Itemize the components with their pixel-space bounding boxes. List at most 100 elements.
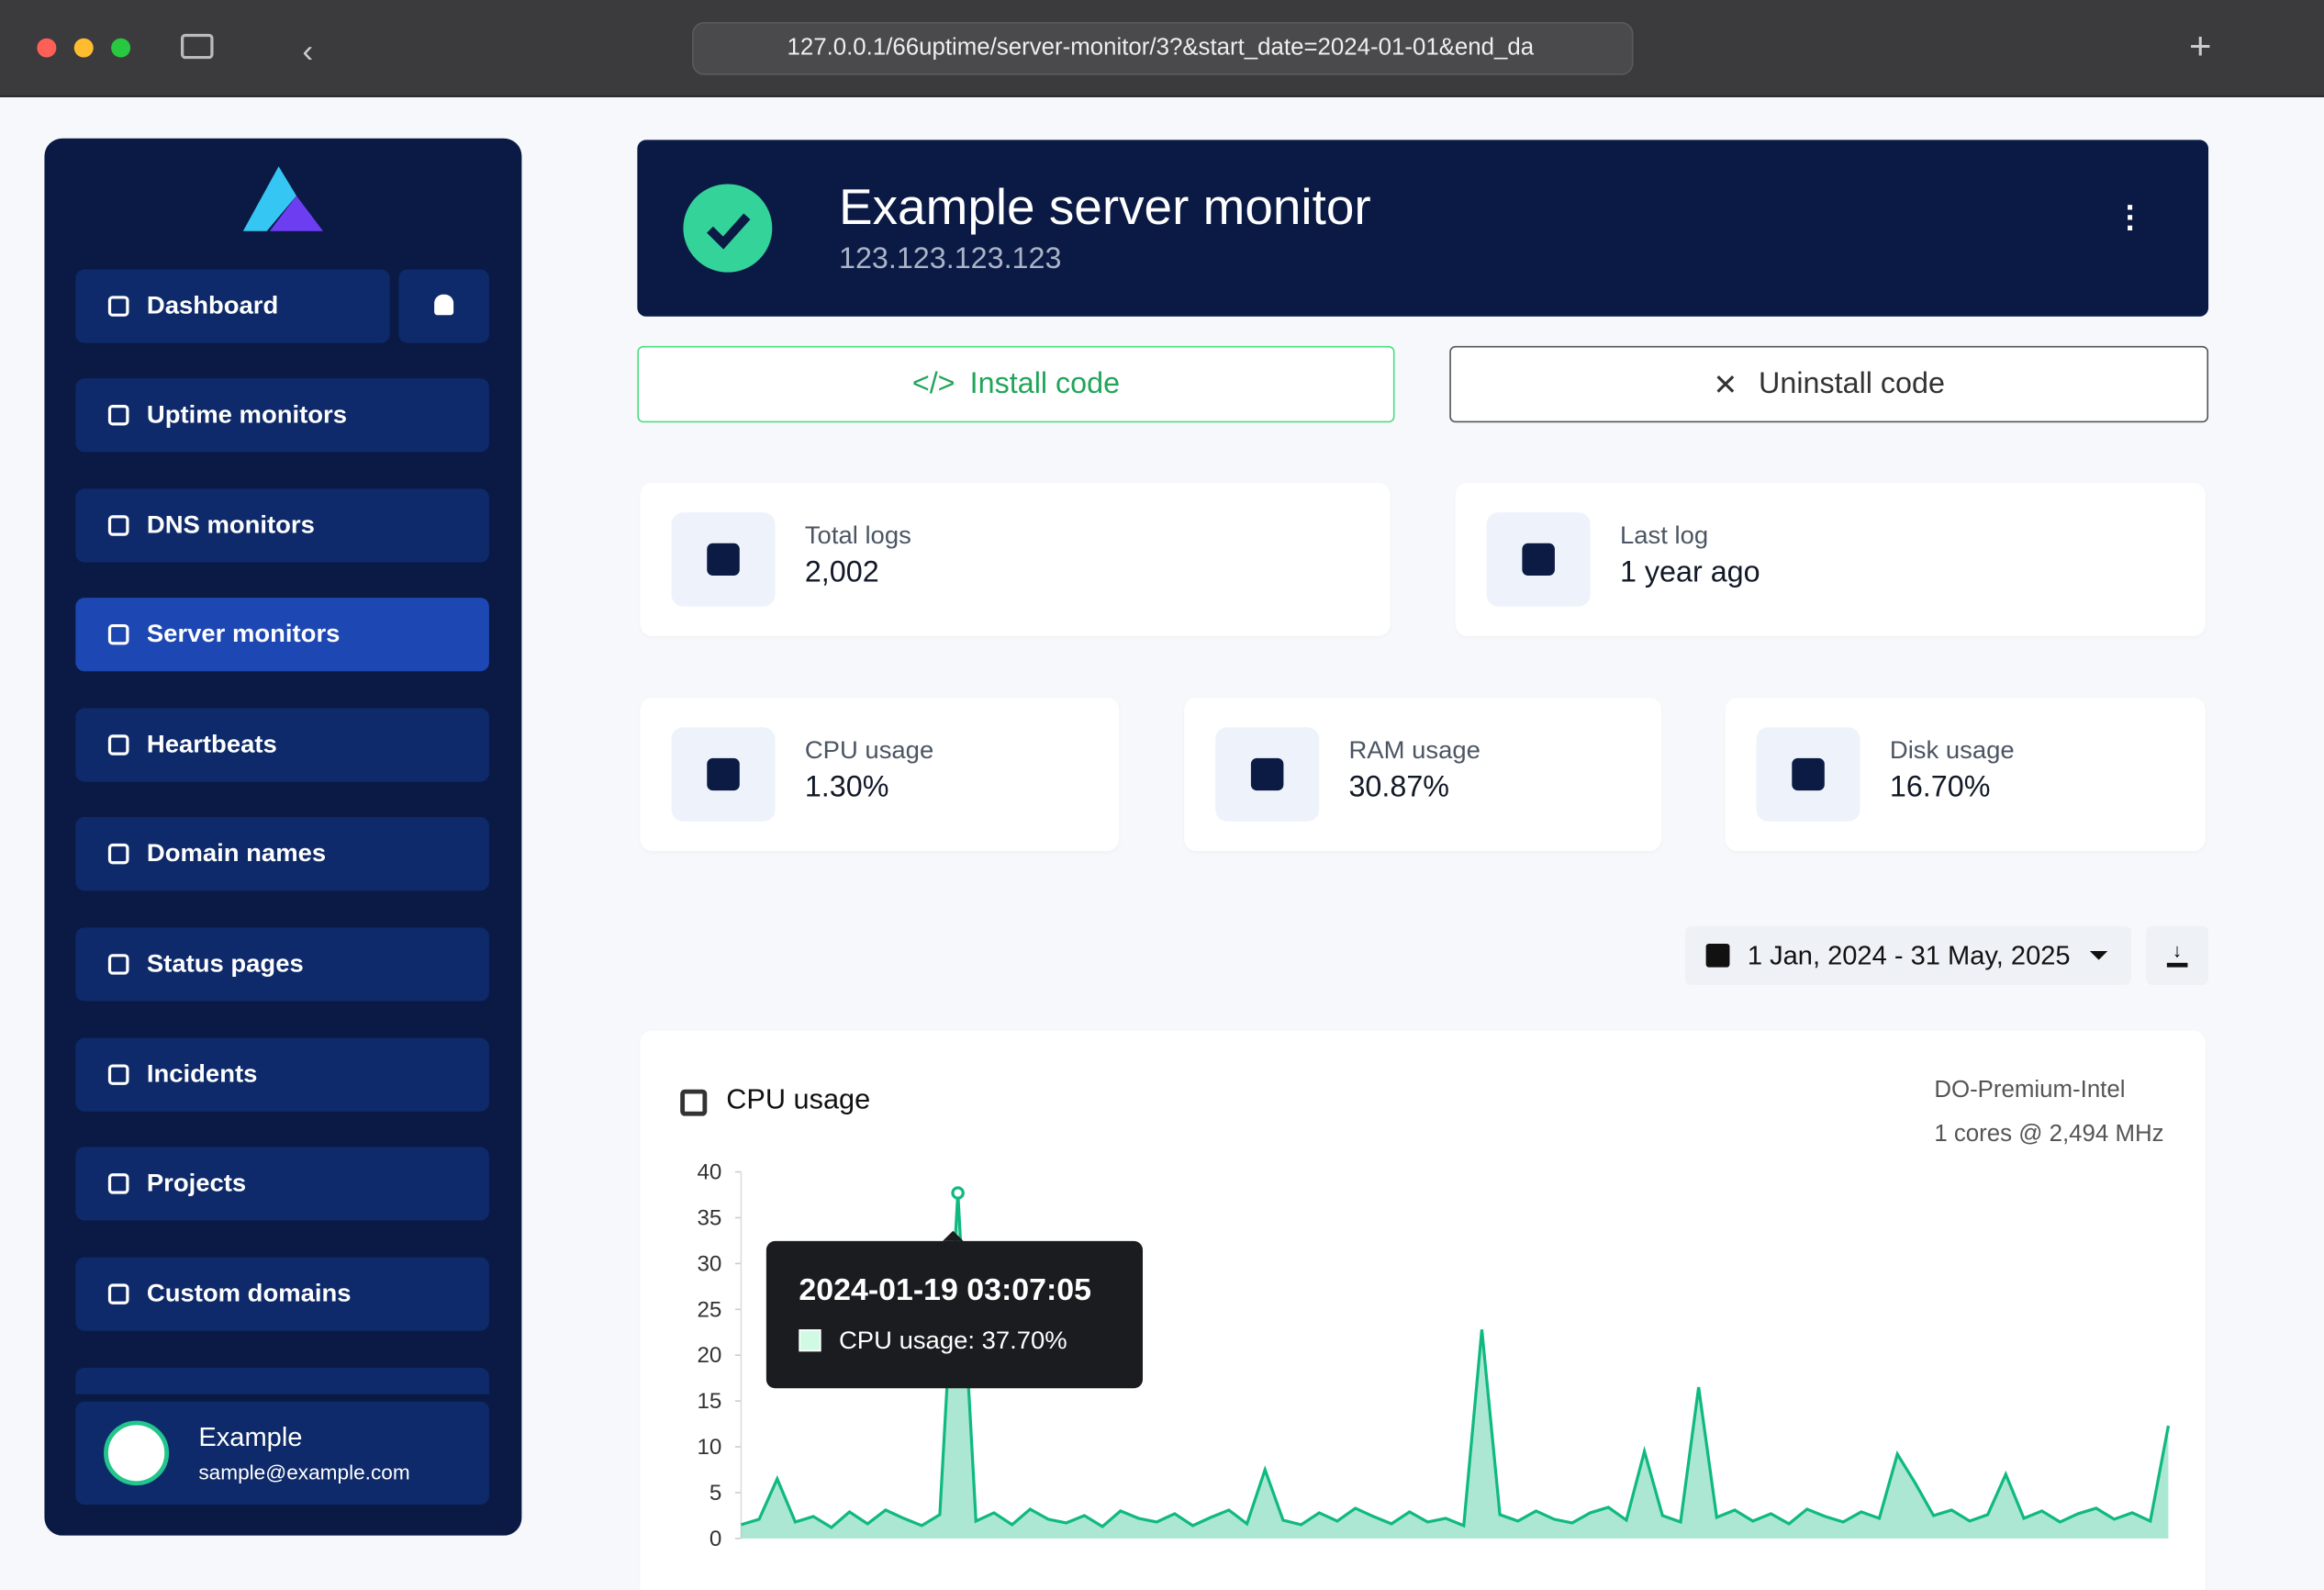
stat-card: Total logs 2,002 <box>640 483 1391 636</box>
line <box>740 1192 2171 1529</box>
nav-icon <box>107 1064 129 1085</box>
stat-icon <box>671 727 776 822</box>
nav-label: Domain names <box>146 839 327 868</box>
monitor-title: Example server monitor <box>838 179 1371 236</box>
nav-icon <box>107 734 129 756</box>
icon-glyph <box>1522 543 1555 577</box>
stat-label: Last log <box>1619 521 1709 550</box>
nav-item[interactable]: Custom domains <box>75 1257 489 1331</box>
nav-item[interactable]: Heartbeats <box>75 708 489 782</box>
stat-card: CPU usage 1.30% <box>640 698 1120 851</box>
stat-icon <box>1486 512 1591 607</box>
minimize-button[interactable] <box>73 38 94 58</box>
browser-toolbar: ‹ 127.0.0.1/66uptime/server-monitor/3?&s… <box>0 0 2324 97</box>
avatar <box>104 1420 170 1486</box>
server-specs: 1 cores @ 2,494 MHz <box>1934 1122 2164 1148</box>
install-label: Install code <box>969 367 1121 400</box>
nav-icon <box>107 1173 129 1194</box>
nav-item[interactable]: Status pages <box>75 927 489 1002</box>
url: 127.0.0.1/66uptime/server-monitor/3?&sta… <box>787 35 1535 61</box>
nav-label: Custom domains <box>146 1279 352 1308</box>
stat-card: RAM usage 30.87% <box>1184 698 1662 851</box>
stat-icon <box>1756 727 1860 822</box>
nav-label: Projects <box>146 1169 247 1197</box>
nav-label: Dashboard <box>146 291 279 320</box>
stat-label: CPU usage <box>804 735 934 765</box>
tooltip-swatch <box>799 1329 821 1352</box>
status-icon <box>683 184 773 273</box>
stat-label: Total logs <box>804 521 911 550</box>
y-tick-label: 20 <box>697 1343 721 1368</box>
stat-value: 1.30% <box>804 771 889 804</box>
nav-label: Heartbeats <box>146 730 277 758</box>
server-name: DO-Premium-Intel <box>1934 1077 2126 1103</box>
date-range: 1 Jan, 2024 - 31 May, 2025 <box>1747 940 2071 970</box>
monitor-header: Example server monitor 123.123.123.123 ·… <box>637 140 2209 317</box>
stat-card: Last log 1 year ago <box>1455 483 2206 636</box>
nav-item[interactable]: Server monitors <box>75 598 489 672</box>
user-name: Example <box>198 1422 303 1452</box>
icon-glyph <box>707 543 740 577</box>
stat-value: 30.87% <box>1348 771 1450 804</box>
nav-item[interactable]: Uptime monitors <box>75 378 489 453</box>
nav-item[interactable]: Dashboard <box>75 269 390 343</box>
stat-card: Disk usage 16.70% <box>1725 698 2206 851</box>
tooltip-title: 2024-01-19 03:07:05 <box>799 1273 1092 1308</box>
nav-icon <box>107 405 129 426</box>
hover-point <box>951 1186 965 1200</box>
stat-icon <box>671 512 776 607</box>
stat-value: 16.70% <box>1889 771 1991 804</box>
address-bar[interactable]: 127.0.0.1/66uptime/server-monitor/3?&sta… <box>692 22 1634 75</box>
stat-icon <box>1215 727 1320 822</box>
stat-value: 2,002 <box>804 556 879 589</box>
nav-label: Status pages <box>146 949 304 978</box>
stat-value: 1 year ago <box>1619 556 1760 589</box>
y-tick-label: 5 <box>709 1481 721 1506</box>
nav-icon <box>107 515 129 536</box>
nav-item[interactable]: DNS monitors <box>75 488 489 563</box>
stat-label: Disk usage <box>1889 735 2015 765</box>
stat-label: RAM usage <box>1348 735 1480 765</box>
logo <box>242 166 324 231</box>
y-tick-label: 10 <box>697 1435 721 1460</box>
nav-icon <box>107 843 129 865</box>
new-tab-button[interactable]: + <box>2189 23 2212 68</box>
y-tick-label: 15 <box>697 1389 721 1414</box>
nav-item[interactable]: Projects <box>75 1147 489 1221</box>
monitor-ip: 123.123.123.123 <box>838 242 1062 275</box>
options-button[interactable]: · · · <box>2125 188 2137 246</box>
nav-label: DNS monitors <box>146 510 315 539</box>
icon-glyph <box>707 757 740 791</box>
uninstall-label: Uninstall code <box>1759 367 1945 400</box>
nav-icon <box>107 623 129 645</box>
y-tick-label: 0 <box>709 1527 721 1551</box>
nav-icon <box>107 954 129 975</box>
y-tick-label: 25 <box>697 1297 721 1322</box>
zoom-button[interactable] <box>111 38 131 58</box>
tooltip: 2024-01-19 03:07:05 CPU usage: 37.70% <box>765 1230 1144 1389</box>
y-tick-label: 30 <box>697 1251 721 1276</box>
download-button[interactable]: ↓ <box>2146 925 2209 985</box>
nav-label: Incidents <box>146 1059 258 1089</box>
sidebar-toggle[interactable] <box>181 33 214 60</box>
nav-label: Server monitors <box>146 620 341 648</box>
back-button[interactable]: ‹ <box>302 32 314 70</box>
nav-icon <box>107 296 129 317</box>
user-email: sample@example.com <box>198 1460 410 1484</box>
close-button[interactable] <box>37 38 57 58</box>
tooltip-label: CPU usage: 37.70% <box>838 1326 1067 1355</box>
nav-icon <box>107 1283 129 1304</box>
install-button[interactable]: </> Install code <box>637 345 1395 423</box>
y-tick-label: 40 <box>697 1160 721 1185</box>
user-menu[interactable]: Example sample@example.com <box>75 1401 489 1505</box>
uninstall-button[interactable]: ✕ Uninstall code <box>1449 345 2209 423</box>
date-range-picker[interactable]: 1 Jan, 2024 - 31 May, 2025 <box>1685 925 2132 985</box>
nav-item[interactable]: Domain names <box>75 817 489 891</box>
nav-overflow <box>75 1367 489 1394</box>
icon-glyph <box>1250 757 1284 791</box>
notifications-button[interactable] <box>398 269 489 343</box>
nav-item[interactable]: Incidents <box>75 1037 489 1112</box>
